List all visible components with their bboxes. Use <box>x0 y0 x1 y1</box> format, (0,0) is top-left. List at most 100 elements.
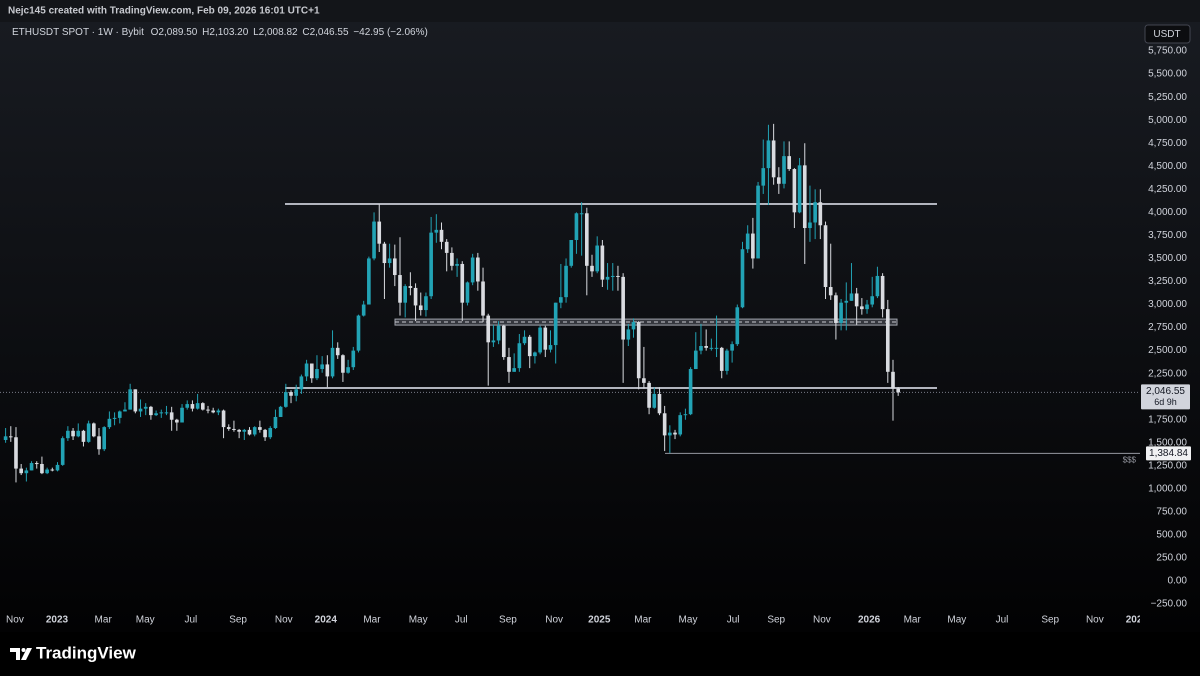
candle-body <box>486 315 491 343</box>
candle-body <box>424 296 428 311</box>
candle-body <box>3 436 8 441</box>
candle-body <box>834 295 838 323</box>
candle-body <box>117 411 122 418</box>
candle-body <box>782 156 786 184</box>
candle-body <box>382 243 387 264</box>
x-axis: Nov 2023 Mar May Jul Sep Nov 2024 Mar May Jul Sep No… <box>6 615 1140 626</box>
candle-body <box>71 430 75 437</box>
x-tick-label: Nov <box>813 615 831 626</box>
candle-body <box>252 427 257 435</box>
candle-body <box>761 168 766 186</box>
y-tick-label: 2,250.00 <box>1148 368 1187 379</box>
target-label: 1,384.84 <box>1149 448 1188 459</box>
candle-body <box>584 213 589 266</box>
y-tick-label: −250.00 <box>1151 599 1188 610</box>
candle-body <box>647 382 651 408</box>
legend-symbol: ETHUSDT SPOT · 1W · Bybit <box>12 27 144 38</box>
candle-body <box>309 363 314 379</box>
plot <box>0 123 1140 483</box>
candle-body <box>351 350 356 368</box>
candle-body <box>548 345 553 350</box>
y-tick-label: 4,750.00 <box>1148 138 1187 149</box>
candle-body <box>112 417 117 419</box>
candle-body <box>107 418 112 428</box>
candle-body <box>605 276 610 280</box>
x-tick-label: 2025 <box>588 615 611 626</box>
x-tick-label: Sep <box>1041 615 1059 626</box>
candle-body <box>315 369 319 379</box>
candle-body <box>465 282 470 303</box>
x-tick-label: May <box>136 615 155 626</box>
candle-body <box>543 327 548 350</box>
x-tick-label: Sep <box>229 615 247 626</box>
y-tick-label: 5,750.00 <box>1148 46 1187 57</box>
candle-body <box>512 368 516 372</box>
candle-body <box>751 233 755 259</box>
candle-body <box>284 392 288 407</box>
y-tick-label: 3,250.00 <box>1148 276 1187 287</box>
x-tick-label: 2026 <box>858 615 881 626</box>
candle-body <box>86 423 91 442</box>
candle-body <box>242 429 247 432</box>
legend-open: O2,089.50 <box>151 27 198 38</box>
candle-body <box>735 307 740 345</box>
candle-body <box>507 357 511 372</box>
candle-body <box>792 169 797 213</box>
candle-body <box>418 305 423 311</box>
candle-body <box>616 275 620 277</box>
candle-body <box>538 327 542 353</box>
x-tick-label: Jul <box>455 615 468 626</box>
candle-body <box>652 393 657 408</box>
last-price-box <box>1141 384 1190 410</box>
candle-body <box>455 263 459 266</box>
candle-body <box>444 241 449 253</box>
candle-body <box>8 436 13 438</box>
y-tick-label: 5,500.00 <box>1148 69 1187 80</box>
footer <box>0 632 1200 676</box>
candle-body <box>221 410 226 428</box>
candle-body <box>517 343 522 369</box>
candle-body <box>823 225 828 288</box>
candle-body <box>123 409 127 412</box>
target-box <box>1146 446 1191 461</box>
candle-body <box>626 329 631 340</box>
candle-body <box>559 297 563 303</box>
candle-body <box>714 347 719 349</box>
candle-body <box>367 258 371 305</box>
candle-body <box>29 463 34 471</box>
y-tick-label: 2,500.00 <box>1148 345 1187 356</box>
candle-body <box>880 275 885 310</box>
candle-body <box>92 423 96 437</box>
legend-change: −42.95 (−2.06%) <box>353 27 428 38</box>
x-tick-label: Mar <box>363 615 381 626</box>
candle-body <box>387 258 392 264</box>
candle-body <box>730 344 734 351</box>
x-tick-label: Sep <box>499 615 517 626</box>
candle-body <box>55 464 60 471</box>
candle-body <box>501 325 506 358</box>
candle-body <box>797 165 802 213</box>
candle-body <box>299 376 304 390</box>
candle-body <box>522 336 527 344</box>
candle-body <box>693 350 698 370</box>
candle-body <box>766 140 771 169</box>
candle-body <box>564 265 568 298</box>
candle-body <box>304 363 309 377</box>
candle-body <box>860 306 864 310</box>
candle-body <box>891 371 895 389</box>
candle-body <box>330 347 335 377</box>
candle-body <box>533 352 537 357</box>
y-tick-label: 250.00 <box>1156 553 1187 564</box>
candle-body <box>704 346 708 348</box>
candle-body <box>149 406 153 416</box>
candle-body <box>600 245 605 280</box>
candle-body <box>175 419 179 423</box>
candle-body <box>237 429 241 432</box>
candle-body <box>247 429 252 435</box>
candle-body <box>828 287 833 296</box>
candle-body <box>699 346 703 351</box>
candle-body <box>185 404 190 408</box>
y-tick-label: 2,750.00 <box>1148 322 1187 333</box>
candle-body <box>569 240 574 266</box>
